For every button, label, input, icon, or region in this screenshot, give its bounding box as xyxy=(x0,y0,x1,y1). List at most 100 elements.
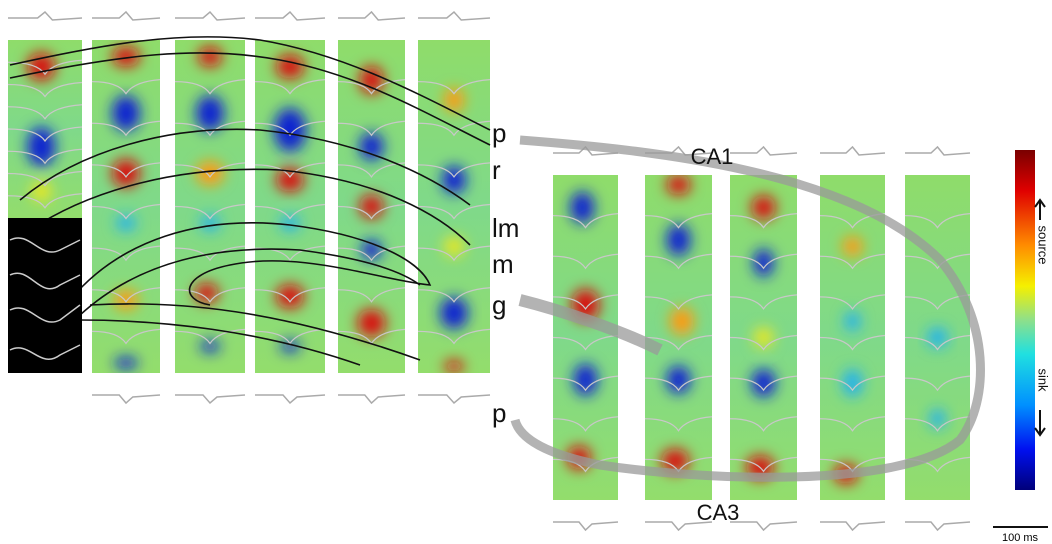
lfp-trace xyxy=(905,294,970,310)
colorbar-arrows xyxy=(1034,198,1046,437)
lfp-trace xyxy=(730,375,797,392)
lfp-trace xyxy=(418,328,490,345)
layer-label: lm xyxy=(492,213,519,243)
lfp-trace xyxy=(418,245,490,262)
layer-labels: p r lm m g p xyxy=(492,118,519,428)
lfp-trace xyxy=(820,416,885,432)
csd-panel xyxy=(338,40,405,373)
lfp-trace xyxy=(553,294,618,310)
bottom-trace xyxy=(553,521,619,532)
lfp-trace xyxy=(418,287,490,303)
lfp-trace xyxy=(255,287,325,303)
lfp-trace xyxy=(92,79,160,95)
lfp-trace xyxy=(255,328,325,345)
csd-blob xyxy=(753,248,774,277)
csd-blob xyxy=(280,215,300,232)
csd-blob xyxy=(359,194,384,219)
csd-blob xyxy=(927,327,948,348)
lfp-trace xyxy=(175,120,245,137)
bottom-trace xyxy=(730,521,798,532)
lfp-trace xyxy=(905,213,970,229)
lfp-trace xyxy=(553,375,618,392)
lfp-trace xyxy=(175,245,245,262)
lfp-trace xyxy=(255,203,325,220)
csd-blob xyxy=(570,191,595,224)
lfp-trace xyxy=(418,203,490,220)
csd-blob xyxy=(442,165,466,194)
lfp-trace xyxy=(92,203,160,220)
csd-blob xyxy=(844,311,861,332)
top-trace xyxy=(820,145,886,156)
inset-traces xyxy=(9,237,81,361)
lfp-trace xyxy=(645,416,712,432)
csd-blob xyxy=(200,340,220,353)
layer-label: m xyxy=(492,249,514,279)
csd-blob xyxy=(359,132,384,161)
lfp-trace xyxy=(255,120,325,137)
lfp-trace xyxy=(8,104,82,120)
bottom-trace xyxy=(645,521,713,532)
lfp-trace xyxy=(255,79,325,95)
lfp-trace xyxy=(645,294,712,310)
csd-blob xyxy=(276,167,304,192)
inset-panel xyxy=(8,218,82,373)
lfp-trace xyxy=(905,253,970,270)
lfp-trace xyxy=(820,375,885,392)
lfp-trace xyxy=(418,79,490,95)
csd-blob xyxy=(357,309,386,338)
top-trace xyxy=(92,10,161,21)
lfp-trace xyxy=(645,375,712,392)
layer-label: p xyxy=(492,398,506,428)
lfp-trace xyxy=(338,120,405,137)
lfp-trace xyxy=(820,334,885,351)
lfp-trace xyxy=(175,162,245,178)
csd-blobs xyxy=(112,46,140,370)
scale-bar-label: 100 ms xyxy=(1002,532,1039,544)
colorbar-label: source xyxy=(1036,225,1051,264)
csd-blob xyxy=(666,175,691,195)
csd-blob xyxy=(666,365,691,394)
colorbar xyxy=(1015,150,1035,490)
layer-label: g xyxy=(492,290,506,320)
csd-blob xyxy=(27,126,56,167)
lfp-trace xyxy=(92,287,160,303)
csd-panels xyxy=(8,10,971,532)
csd-blob xyxy=(276,284,304,309)
csd-blob xyxy=(751,369,776,397)
csd-blobs xyxy=(194,46,224,353)
lfp-trace xyxy=(418,162,490,178)
csd-panel xyxy=(553,175,618,500)
lfp-trace xyxy=(905,334,970,351)
lfp-trace xyxy=(553,416,618,432)
lfp-trace xyxy=(255,162,325,178)
lfp-trace xyxy=(730,416,797,432)
lfp-trace xyxy=(553,253,618,270)
csd-blob xyxy=(31,181,52,202)
csd-blob xyxy=(444,360,464,373)
lfp-trace xyxy=(175,79,245,95)
lfp-trace xyxy=(338,162,405,178)
csd-blob xyxy=(751,195,776,220)
lfp-trace xyxy=(905,416,970,432)
region-label: CA3 xyxy=(697,500,740,525)
csd-blobs xyxy=(661,175,694,473)
csd-blob xyxy=(112,46,140,67)
csd-blob xyxy=(112,95,140,132)
top-trace xyxy=(418,10,491,21)
lfp-trace xyxy=(730,294,797,310)
lfp-trace xyxy=(338,287,405,303)
csd-panel xyxy=(8,40,82,218)
csd-blob xyxy=(196,161,224,186)
layer-label: p xyxy=(492,118,506,148)
lfp-trace xyxy=(553,213,618,229)
csd-blob xyxy=(842,369,863,397)
lfp-trace xyxy=(8,170,82,187)
top-trace xyxy=(730,145,798,156)
csd-blob xyxy=(196,95,224,132)
lfp-trace xyxy=(92,162,160,178)
region-label: CA1 xyxy=(691,144,734,169)
csd-blobs xyxy=(927,327,948,429)
top-trace xyxy=(8,10,83,21)
csd-blobs xyxy=(440,87,468,373)
lfp-trace xyxy=(338,245,405,262)
